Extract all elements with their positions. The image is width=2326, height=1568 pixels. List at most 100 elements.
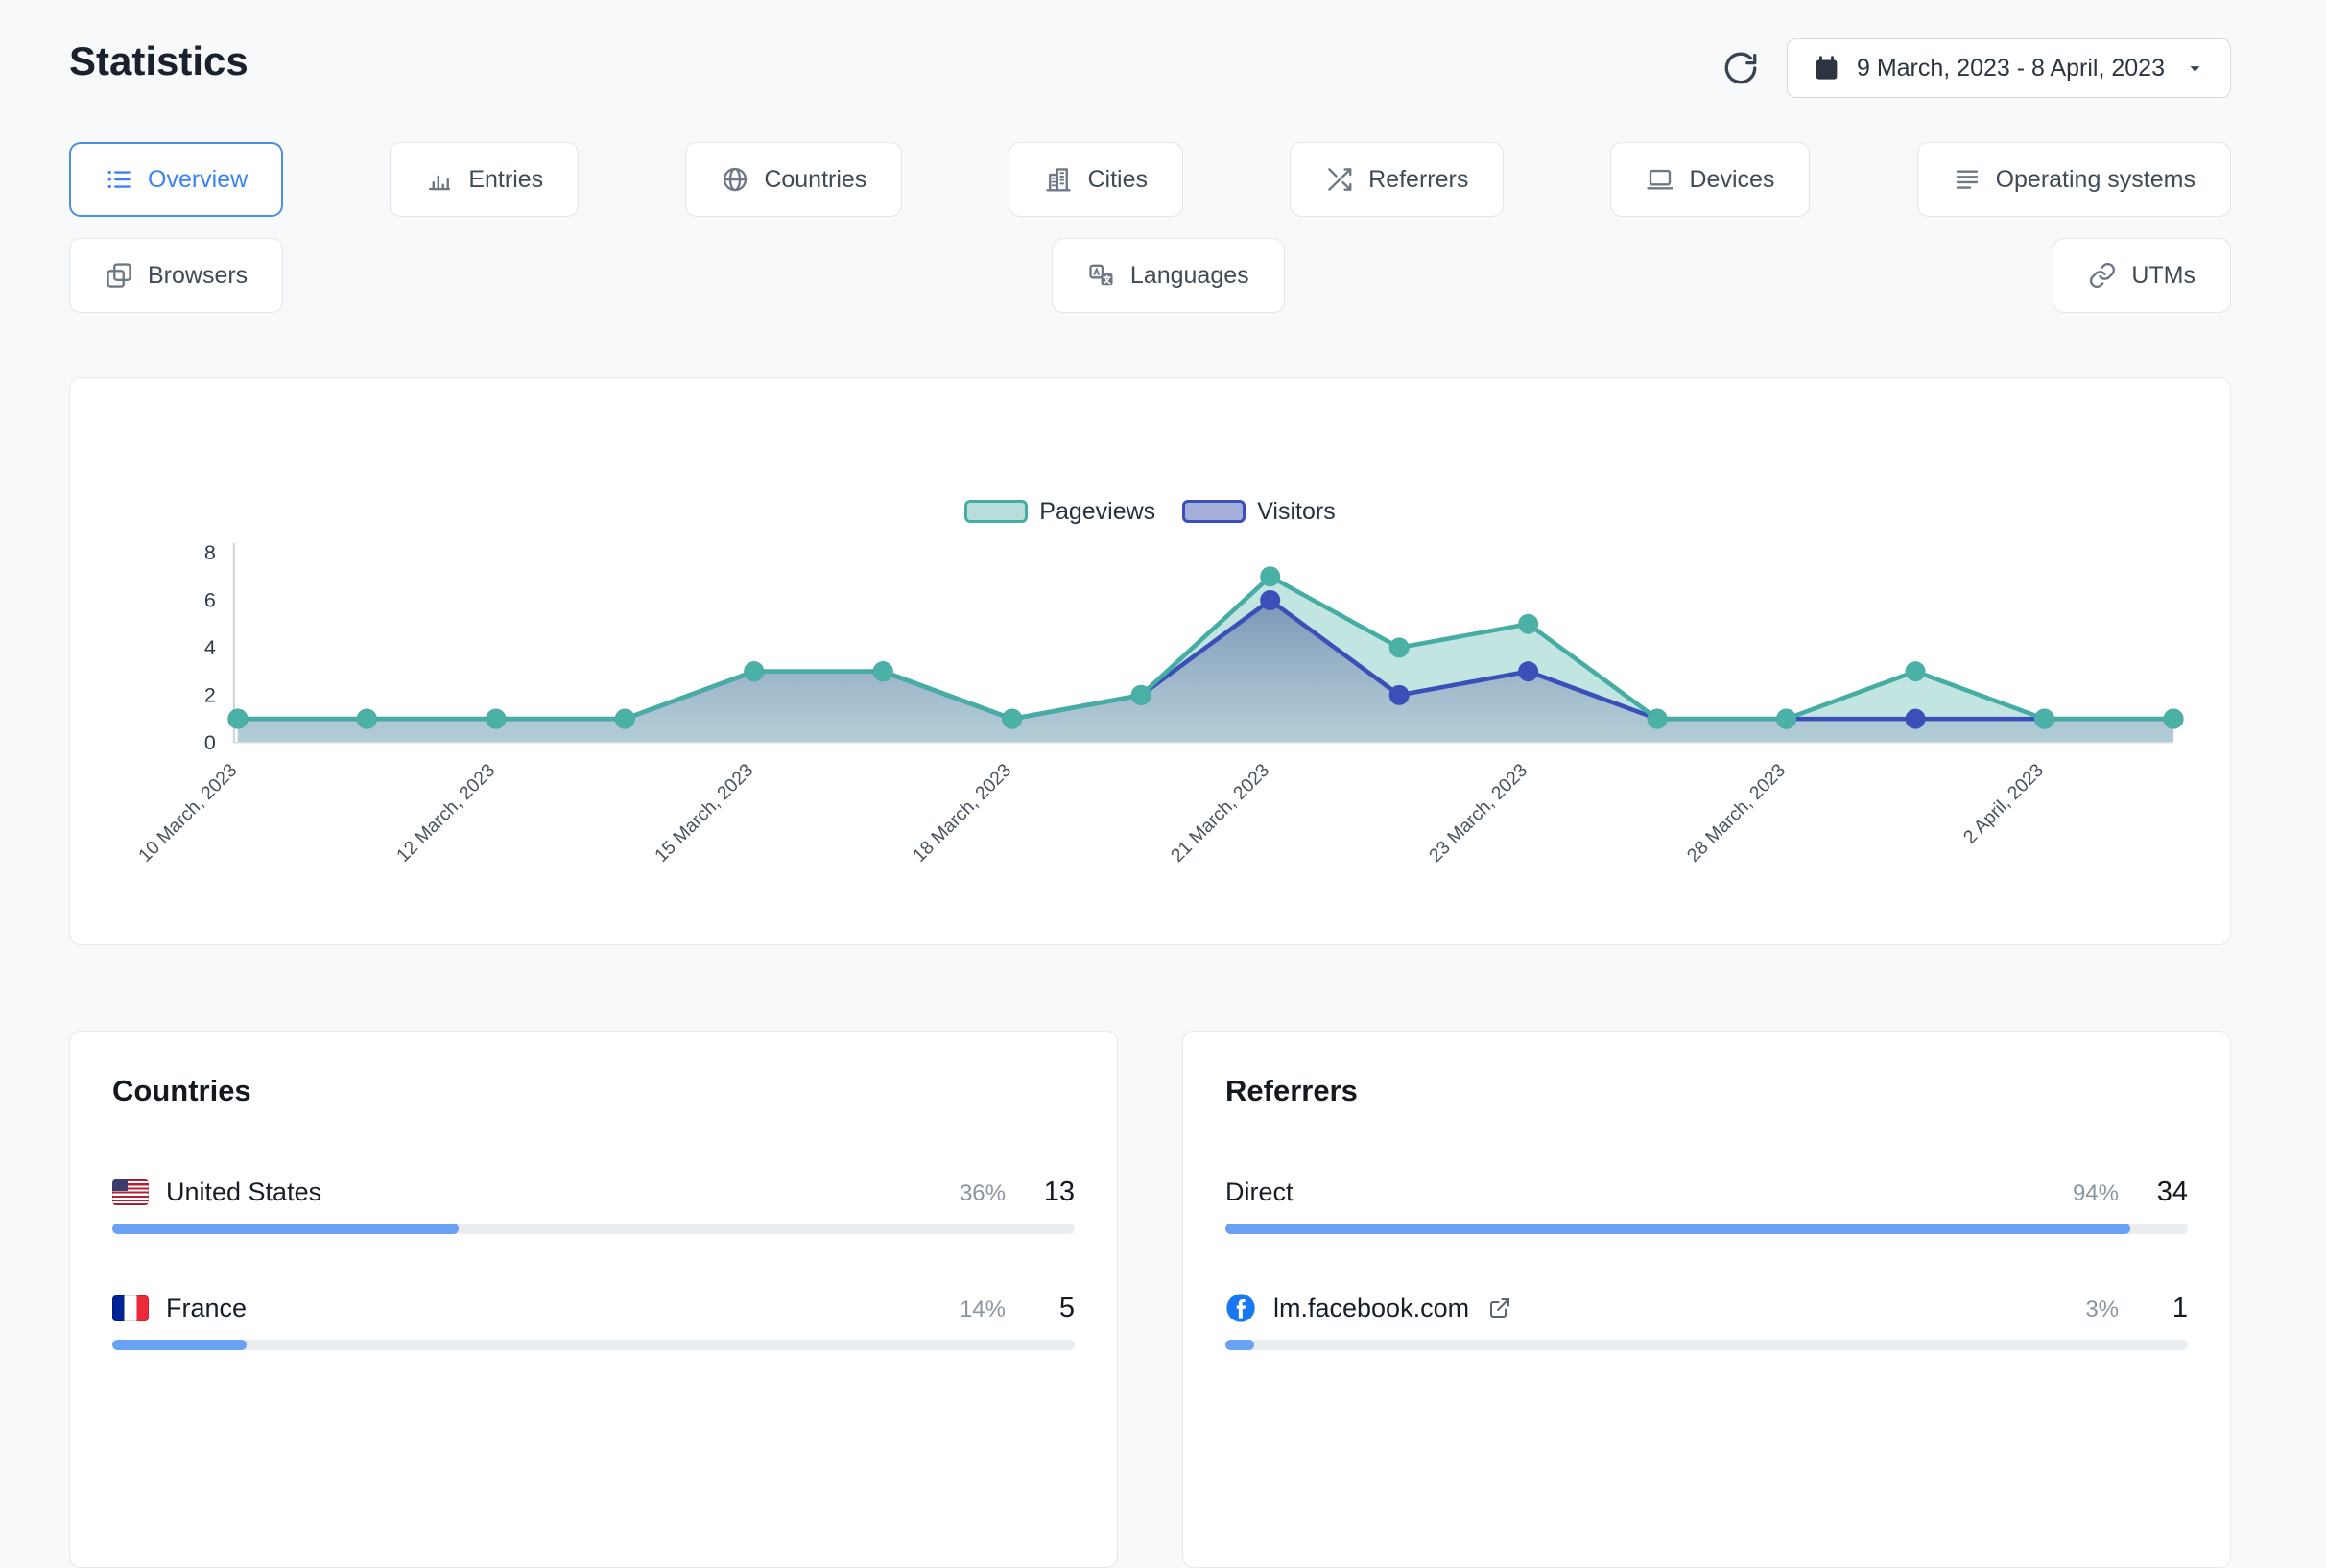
referrers-card-title: Referrers xyxy=(1225,1074,1358,1107)
tab-label: Countries xyxy=(764,165,867,193)
stats-tabs: Overview Entries Countries Cities Referrers D… xyxy=(69,142,2231,313)
legend-label: Pageviews xyxy=(1039,497,1156,525)
date-range-label: 9 March, 2023 - 8 April, 2023 xyxy=(1856,54,2165,82)
svg-text:18 March, 2023: 18 March, 2023 xyxy=(909,760,1015,867)
row-name-text: Direct xyxy=(1225,1176,1294,1206)
tab-label: Referrers xyxy=(1368,165,1469,193)
row-name-text: lm.facebook.com xyxy=(1273,1293,1470,1322)
legend-swatch xyxy=(1182,500,1246,523)
top-bar: Statistics 9 March, 2023 - 8 April, 2023 xyxy=(69,38,2231,100)
tab-browsers[interactable]: Browsers xyxy=(69,238,284,313)
legend-label: Visitors xyxy=(1257,497,1336,525)
progress-track xyxy=(1225,1224,2188,1234)
row-percent: 3% xyxy=(2085,1295,2119,1322)
tab-languages[interactable]: Languages xyxy=(1051,238,1285,313)
globe-icon xyxy=(721,165,749,194)
us-flag xyxy=(112,1178,149,1205)
referrers-list: Direct 94% 34 lm.facebook.com 3% 1 xyxy=(1225,1176,2188,1350)
tab-entries[interactable]: Entries xyxy=(390,142,580,217)
shuffle-icon xyxy=(1325,165,1354,194)
language-icon xyxy=(1087,261,1116,290)
row-count: 34 xyxy=(2156,1176,2188,1207)
tab-label: UTMs xyxy=(2131,261,2195,289)
tab-devices[interactable]: Devices xyxy=(1610,142,1811,217)
chart-legend: Pageviews Visitors xyxy=(70,498,2230,526)
laptop-icon xyxy=(1646,165,1674,194)
progress-track xyxy=(112,1340,1075,1350)
overview-chart-card: Pageviews Visitors 0 2 4 6 8 10 March, 2023 12 … xyxy=(69,377,2231,945)
svg-text:2: 2 xyxy=(204,683,216,706)
referrers-row-lm-facebook-com: lm.facebook.com 3% 1 xyxy=(1225,1292,2188,1350)
tab-row-2: Browsers Languages UTMs xyxy=(69,238,2231,313)
tab-referrers[interactable]: Referrers xyxy=(1290,142,1505,217)
list-lines-icon xyxy=(1953,165,1982,194)
tab-label: Languages xyxy=(1129,261,1249,289)
caret-down-icon xyxy=(2185,59,2205,79)
row-percent: 36% xyxy=(959,1179,1006,1206)
referrers-card: Referrers Direct 94% 34 lm.facebook.com 3% 1 xyxy=(1182,1031,2231,1568)
countries-card: Countries United States 36% 13 France 14% 5 xyxy=(69,1031,1118,1568)
row-stats: 3% 1 xyxy=(2052,1293,2188,1324)
row-percent: 94% xyxy=(2072,1179,2119,1206)
countries-list: United States 36% 13 France 14% 5 xyxy=(112,1176,1075,1350)
row-label: United States xyxy=(112,1177,321,1207)
countries-row-france: France 14% 5 xyxy=(112,1292,1075,1350)
refresh-icon xyxy=(1724,52,1757,84)
row-stats: 94% 34 xyxy=(2052,1176,2188,1208)
tab-label: Overview xyxy=(148,165,249,193)
facebook-icon xyxy=(1225,1293,1256,1323)
tab-label: Operating systems xyxy=(1995,165,2195,193)
overview-list-icon xyxy=(105,165,133,194)
progress-fill xyxy=(1225,1340,1255,1350)
calendar-icon xyxy=(1813,55,1840,83)
svg-text:0: 0 xyxy=(204,731,216,754)
tab-utms[interactable]: UTMs xyxy=(2053,238,2231,313)
svg-text:8: 8 xyxy=(204,541,216,564)
tab-operating-systems[interactable]: Operating systems xyxy=(1916,142,2231,217)
link-icon xyxy=(2088,261,2117,290)
row-count: 5 xyxy=(1058,1292,1075,1323)
referrers-row-direct: Direct 94% 34 xyxy=(1225,1176,2188,1234)
refresh-button[interactable] xyxy=(1720,47,1762,89)
overview-chart[interactable]: 0 2 4 6 8 10 March, 2023 12 March, 2023 15 Marc… xyxy=(70,524,2230,891)
city-buildings-icon xyxy=(1044,165,1073,194)
progress-track xyxy=(1225,1340,2188,1350)
tab-cities[interactable]: Cities xyxy=(1009,142,1183,217)
browser-windows-icon xyxy=(105,261,133,290)
svg-text:21 March, 2023: 21 March, 2023 xyxy=(1167,760,1273,867)
svg-text:10 March, 2023: 10 March, 2023 xyxy=(134,760,241,867)
svg-text:15 March, 2023: 15 March, 2023 xyxy=(651,760,757,867)
progress-track xyxy=(112,1224,1075,1234)
tab-row-1: Overview Entries Countries Cities Referrers D… xyxy=(69,142,2231,217)
svg-text:12 March, 2023: 12 March, 2023 xyxy=(392,760,499,867)
external-link-icon[interactable] xyxy=(1488,1296,1511,1319)
tab-overview[interactable]: Overview xyxy=(69,142,284,217)
page-title: Statistics xyxy=(69,38,249,83)
progress-fill xyxy=(112,1224,460,1234)
row-stats: 36% 13 xyxy=(938,1176,1075,1208)
svg-text:2 April, 2023: 2 April, 2023 xyxy=(1959,760,2048,848)
row-count: 1 xyxy=(2172,1292,2188,1323)
svg-text:23 March, 2023: 23 March, 2023 xyxy=(1425,760,1531,867)
tab-label: Browsers xyxy=(148,261,249,289)
france-flag xyxy=(112,1295,149,1321)
tab-label: Devices xyxy=(1689,165,1775,193)
svg-text:4: 4 xyxy=(204,636,216,659)
svg-text:28 March, 2023: 28 March, 2023 xyxy=(1683,760,1790,867)
progress-fill xyxy=(1225,1224,2130,1234)
countries-row-united-states: United States 36% 13 xyxy=(112,1176,1075,1234)
progress-fill xyxy=(112,1340,248,1350)
legend-item-pageviews[interactable]: Pageviews xyxy=(964,498,1155,526)
entries-chart-icon xyxy=(425,165,454,194)
date-range-picker[interactable]: 9 March, 2023 - 8 April, 2023 xyxy=(1786,38,2231,98)
tab-countries[interactable]: Countries xyxy=(685,142,903,217)
tab-label: Entries xyxy=(468,165,544,193)
breakdown-cards: Countries United States 36% 13 France 14% 5 R… xyxy=(69,1031,2231,1568)
row-label: Direct xyxy=(1225,1177,1294,1207)
row-stats: 14% 5 xyxy=(938,1293,1075,1324)
row-count: 13 xyxy=(1043,1176,1075,1207)
row-label: France xyxy=(112,1294,247,1323)
legend-item-visitors[interactable]: Visitors xyxy=(1182,498,1336,526)
countries-card-title: Countries xyxy=(112,1074,251,1107)
